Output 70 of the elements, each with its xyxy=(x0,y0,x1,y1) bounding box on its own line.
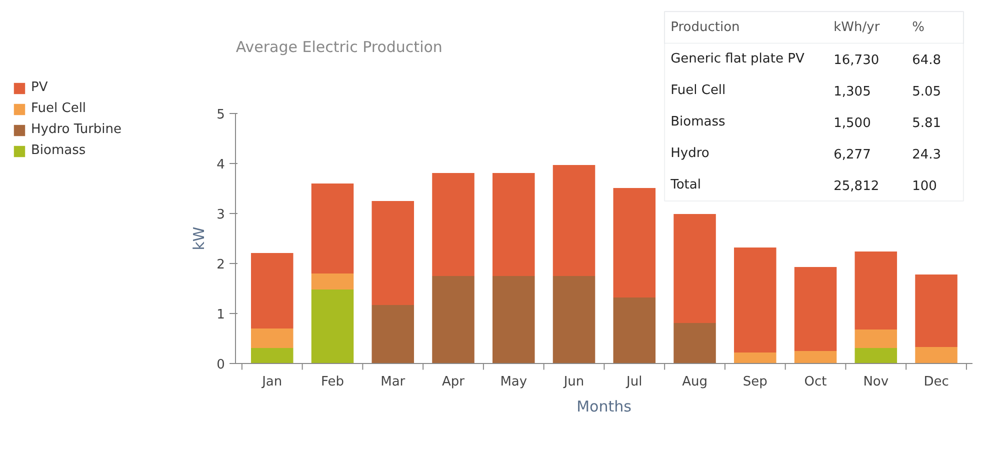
bar xyxy=(854,348,898,364)
annotation: Total xyxy=(670,178,701,193)
bar xyxy=(311,274,354,290)
x-axis-title: Months xyxy=(576,398,632,416)
annotation: 100 xyxy=(912,179,937,194)
y-tick-label: 5 xyxy=(216,108,225,122)
bar xyxy=(613,188,656,298)
annotation: 5.81 xyxy=(912,116,942,132)
bar xyxy=(372,305,414,364)
annotation: Biomass xyxy=(670,114,726,130)
legend-label: Biomass xyxy=(31,143,86,158)
bar xyxy=(915,274,958,347)
bar xyxy=(734,352,776,364)
text: Production xyxy=(670,20,740,35)
bar xyxy=(311,290,354,364)
text: % xyxy=(912,20,924,35)
x-tick-label: May xyxy=(500,374,528,390)
annotation: 1,500 xyxy=(834,116,871,132)
bar xyxy=(492,276,535,364)
x-tick-label: Dec xyxy=(924,374,949,390)
x-tick-label: Nov xyxy=(863,374,889,390)
bar xyxy=(854,252,898,330)
y-tick-label: 3 xyxy=(216,208,225,222)
x-tick-label: Jan xyxy=(261,374,282,390)
bar xyxy=(552,276,596,364)
bar xyxy=(492,173,535,276)
text: Fuel Cell xyxy=(670,83,726,98)
text: 5.05 xyxy=(912,84,942,100)
text: 16,730 xyxy=(834,52,880,68)
y-axis-title: kW xyxy=(190,226,208,250)
x-tick-label: Aug xyxy=(682,374,708,390)
x-tick-label: Sep xyxy=(742,374,768,390)
bar xyxy=(613,298,656,364)
y-tick-label: 4 xyxy=(216,158,225,172)
bar xyxy=(250,348,294,364)
x-tick-label: Mar xyxy=(380,374,406,390)
bar xyxy=(432,276,474,364)
bar xyxy=(794,351,837,364)
text: kWh/yr xyxy=(834,20,880,35)
x-tick-label: Jun xyxy=(562,374,584,390)
annotation: 25,812 xyxy=(834,179,880,194)
bar xyxy=(915,347,958,364)
chart-title: Average Electric Production xyxy=(236,38,442,56)
text: 64.8 xyxy=(912,52,942,68)
legend-label: Fuel Cell xyxy=(31,101,86,116)
x-tick-label: Oct xyxy=(804,374,827,390)
bar xyxy=(250,328,294,348)
y-tick-label: 0 xyxy=(216,358,225,372)
x-tick-label: Jul xyxy=(626,374,642,390)
bar xyxy=(854,330,898,348)
bar xyxy=(552,165,596,276)
bar xyxy=(674,214,716,323)
legend-label: PV xyxy=(31,80,49,95)
x-tick-label: Apr xyxy=(442,374,466,390)
y-tick-label: 1 xyxy=(216,308,225,322)
bar xyxy=(250,253,294,328)
bar xyxy=(432,173,474,276)
bar xyxy=(734,248,776,352)
text: 1,305 xyxy=(834,84,871,100)
y-tick-label: 2 xyxy=(216,258,225,272)
legend-label: Hydro Turbine xyxy=(31,122,122,137)
bar xyxy=(372,201,414,305)
annotation: 6,277 xyxy=(834,148,871,163)
text: Generic flat plate PV xyxy=(670,51,804,66)
annotation: Hydro xyxy=(670,146,710,162)
bar xyxy=(794,267,837,351)
bar xyxy=(674,323,716,364)
annotation: 24.3 xyxy=(912,148,942,163)
x-tick-label: Feb xyxy=(320,374,344,390)
bar xyxy=(311,184,354,274)
